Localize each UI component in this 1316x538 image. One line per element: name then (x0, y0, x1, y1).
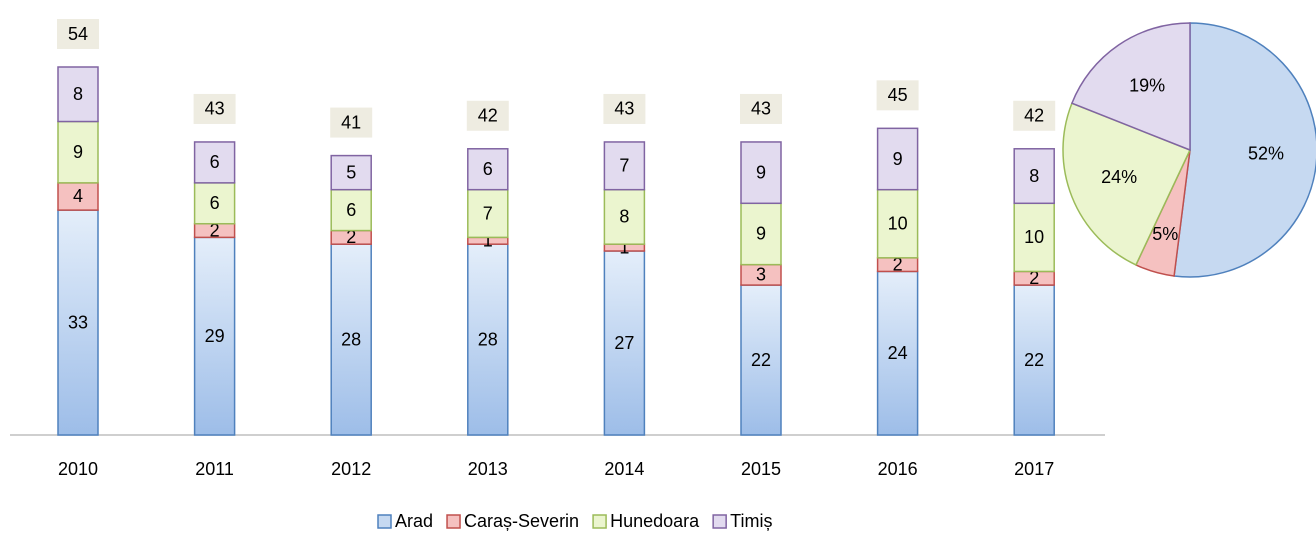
total-label: 43 (751, 99, 771, 119)
data-label: 27 (614, 333, 634, 353)
data-label: 29 (205, 326, 225, 346)
data-label: 28 (341, 329, 361, 349)
data-label: 2 (1029, 268, 1039, 288)
bar-segment (1013, 284, 1055, 436)
total-label-bg (57, 19, 99, 49)
x-tick-label: 2011 (195, 459, 234, 479)
bar-segment (467, 243, 509, 436)
data-label: 9 (756, 224, 766, 244)
data-label: 5% (1152, 224, 1178, 244)
total-label-bg (740, 93, 782, 124)
bar-segment (57, 182, 99, 211)
data-label: 33 (68, 312, 88, 332)
legend-label: Caraș-Severin (464, 511, 579, 531)
data-label: 3 (756, 265, 766, 285)
bar-segment (467, 148, 509, 191)
bar-segment (740, 284, 782, 436)
data-label: 2 (346, 227, 356, 247)
bar-segment (603, 141, 646, 191)
legend-swatch (712, 514, 727, 529)
bar-segment (193, 141, 236, 184)
data-label: 6 (483, 159, 493, 179)
total-label-bg (1013, 100, 1056, 131)
total-label: 41 (341, 112, 361, 132)
data-label: 6 (210, 152, 220, 172)
total-label-bg (466, 100, 509, 131)
total-label: 54 (68, 24, 88, 44)
data-label: 1 (619, 237, 629, 257)
data-label: 6 (346, 200, 356, 220)
bar-segment (876, 127, 919, 191)
bar-segment (603, 188, 646, 245)
bar-segment (1013, 202, 1055, 273)
data-label: 28 (478, 329, 498, 349)
total-label-bg (330, 107, 373, 138)
total-label: 42 (478, 106, 498, 126)
bar-segment (1013, 148, 1055, 205)
x-tick-label: 2017 (1014, 459, 1054, 479)
data-label: 9 (73, 142, 83, 162)
data-label: 2 (210, 220, 220, 240)
total-label: 45 (888, 85, 908, 105)
total-label: 43 (205, 99, 225, 119)
data-label: 22 (1024, 350, 1044, 370)
legend-label: Arad (395, 511, 433, 531)
pie-slice (1062, 102, 1192, 266)
bar-segment (57, 209, 99, 436)
data-label: 22 (751, 350, 771, 370)
data-label: 8 (1029, 166, 1039, 186)
bar-segment (57, 66, 99, 123)
total-label-bg (876, 80, 919, 111)
data-label: 8 (619, 207, 629, 227)
data-label: 6 (210, 193, 220, 213)
pie-slice (1173, 22, 1316, 278)
data-label: 10 (888, 213, 908, 233)
bar-segment (603, 250, 646, 436)
data-label: 7 (619, 156, 629, 176)
legend-label: Timiș (730, 511, 772, 531)
pie-slice (1070, 22, 1191, 152)
data-label: 10 (1024, 227, 1044, 247)
x-tick-label: 2010 (58, 459, 98, 479)
bar-segment (740, 141, 782, 205)
data-label: 8 (73, 84, 83, 104)
legend-swatch (446, 514, 461, 529)
data-label: 52% (1248, 144, 1284, 164)
legend-label: Hunedoara (610, 511, 700, 531)
data-label: 9 (893, 149, 903, 169)
x-tick-label: 2013 (468, 459, 508, 479)
data-label: 1 (483, 231, 493, 251)
data-label: 24% (1101, 167, 1137, 187)
x-tick-label: 2015 (741, 459, 781, 479)
data-label: 9 (756, 162, 766, 182)
total-label: 43 (614, 99, 634, 119)
data-label: 5 (346, 162, 356, 182)
bar-segment (876, 270, 919, 436)
bar-segment (193, 236, 236, 436)
data-label: 24 (888, 343, 908, 363)
legend-swatch (592, 514, 607, 529)
legend-swatch (377, 514, 392, 529)
total-label-bg (193, 93, 236, 124)
data-label: 4 (73, 186, 83, 206)
data-label: 2 (893, 254, 903, 274)
data-label: 19% (1129, 76, 1165, 96)
x-tick-label: 2014 (604, 459, 644, 479)
total-label-bg (603, 93, 646, 124)
x-tick-label: 2012 (331, 459, 371, 479)
bar-segment (330, 154, 372, 191)
data-label: 7 (483, 203, 493, 223)
total-label: 42 (1024, 106, 1044, 126)
x-tick-label: 2016 (878, 459, 918, 479)
bar-segment (193, 182, 236, 225)
bar-segment (740, 202, 782, 266)
bar-segment (876, 188, 919, 259)
